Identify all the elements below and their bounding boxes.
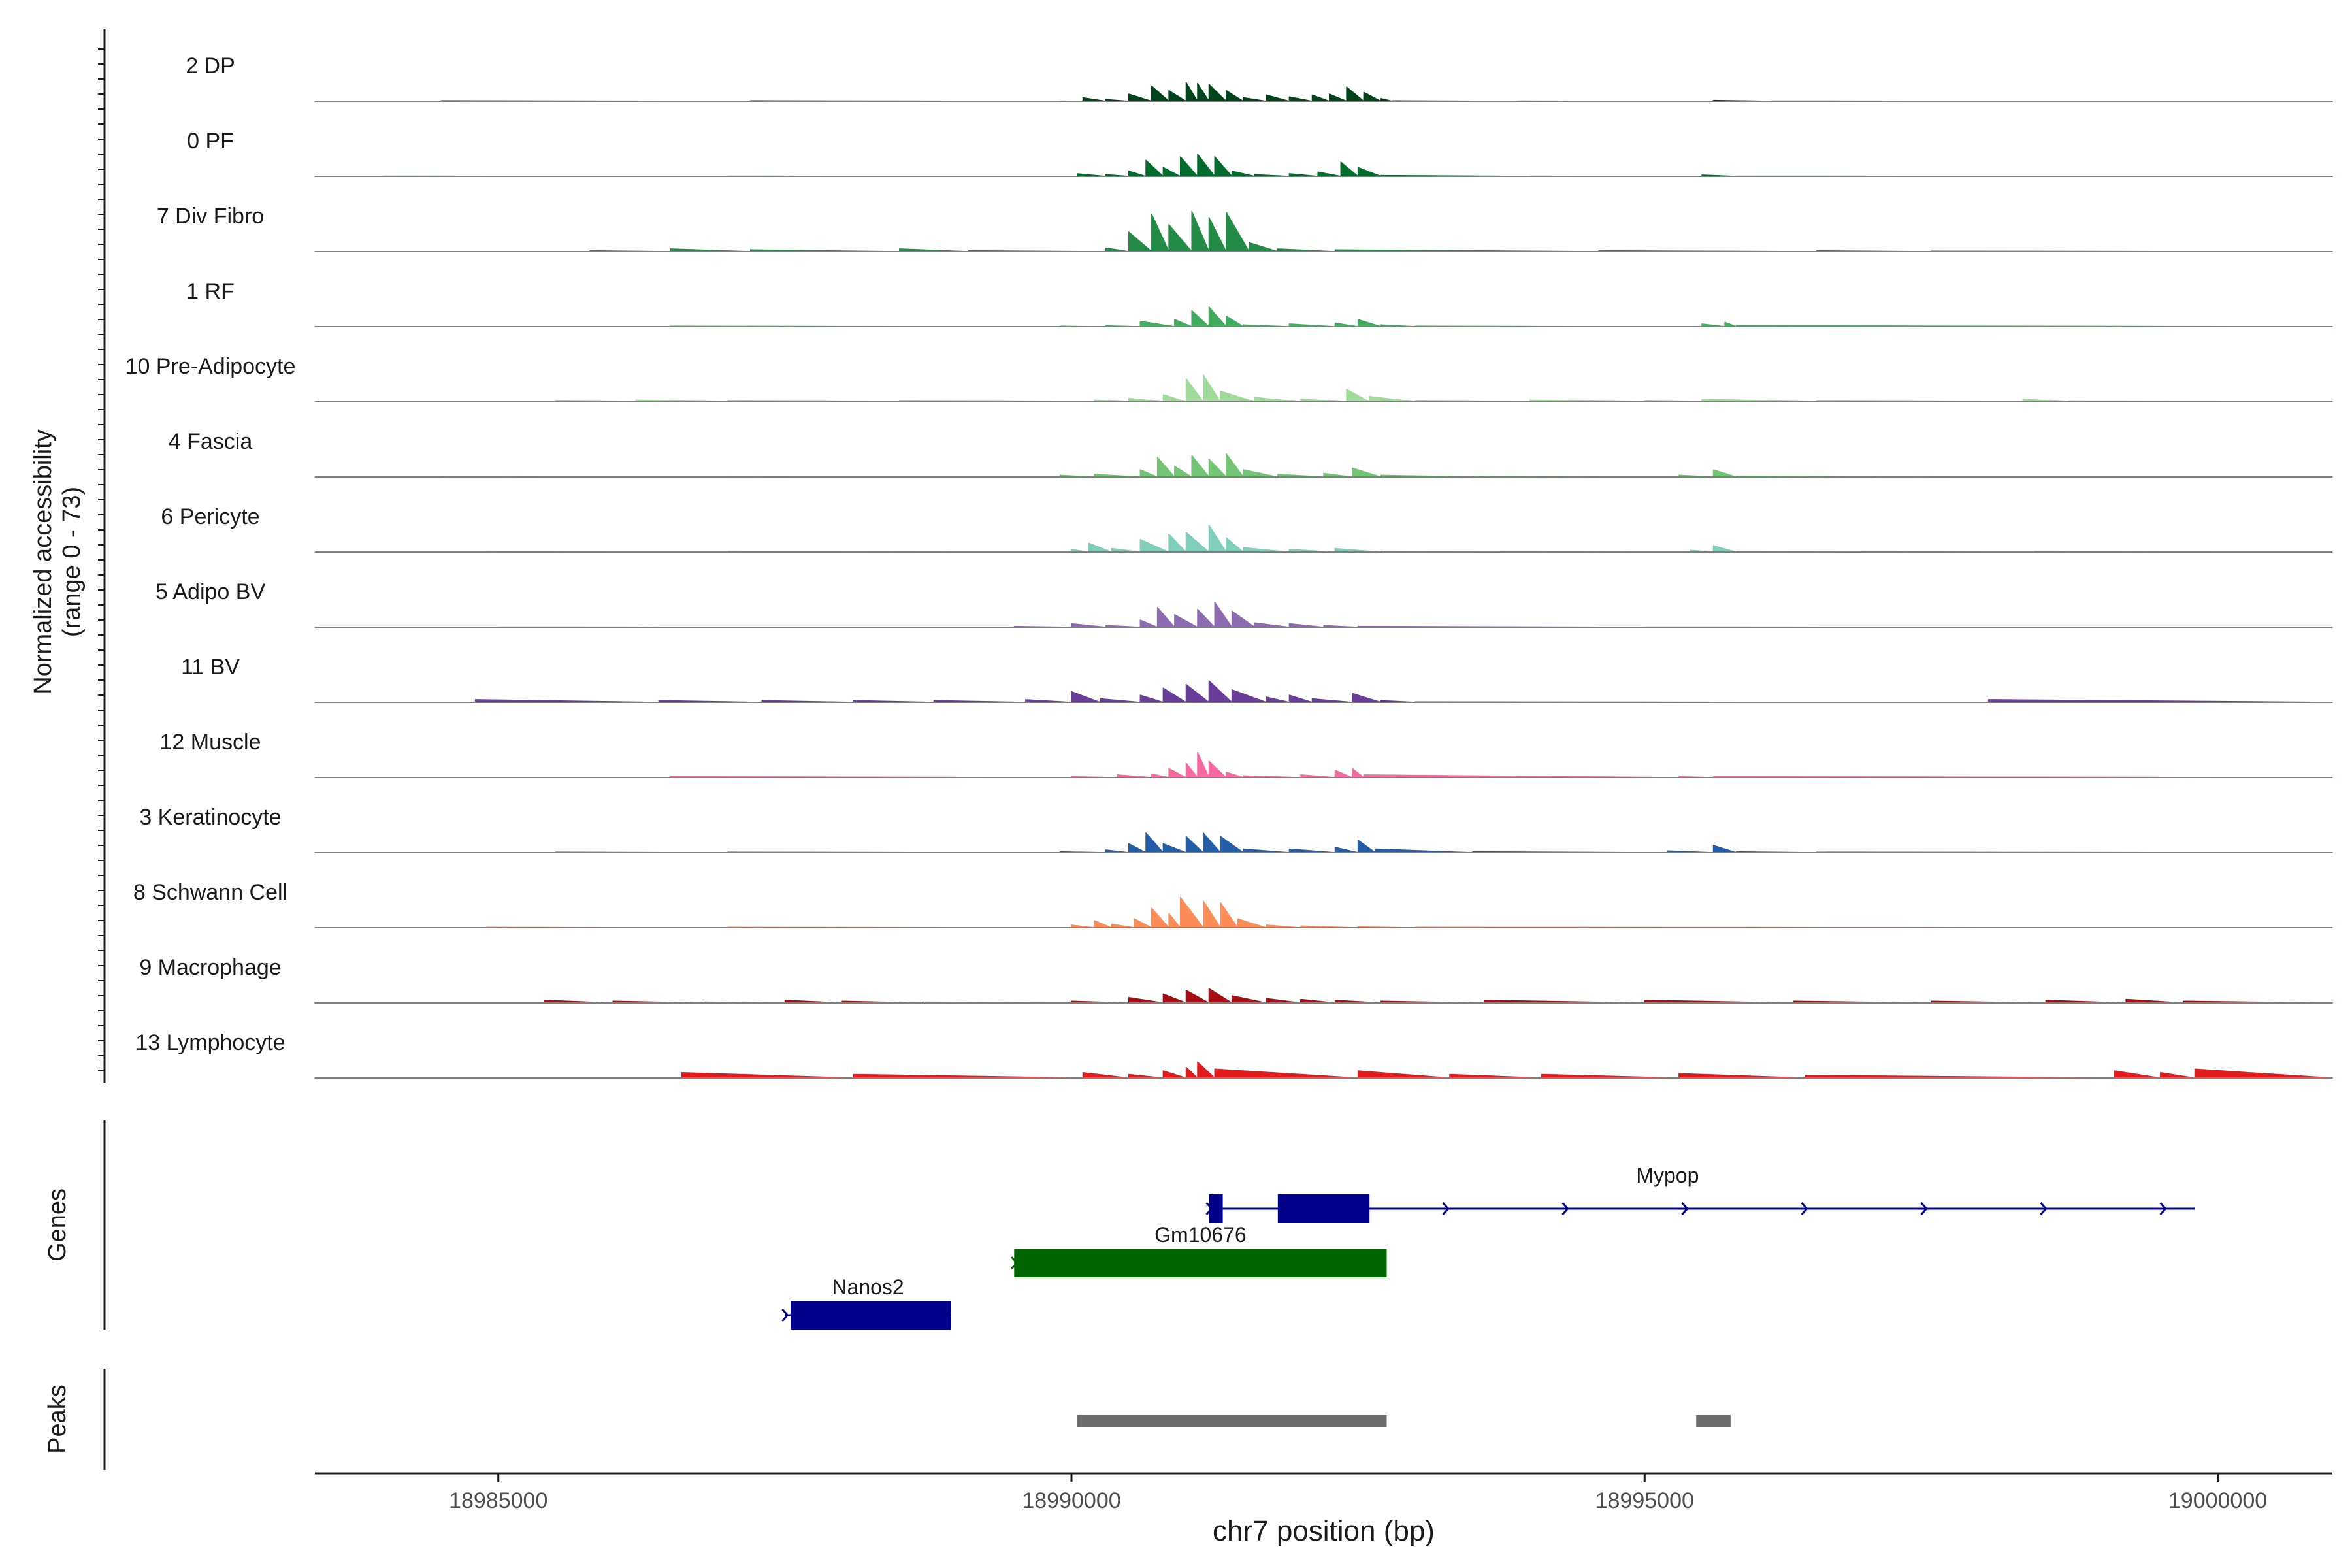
strand-arrow [1920,1202,1928,1215]
track-coverage-area [314,751,2333,778]
track-label: 11 BV [181,655,240,679]
peak-bar [1696,1415,1731,1427]
track-coverage-area [314,896,2333,928]
track-13: 13 Lymphocyte [135,1030,2333,1079]
x-axis-ticks: 18985000 18990000 18995000 19000000 [449,1473,2267,1513]
track-coverage-area [314,82,2333,102]
x-tick-label: 19000000 [2168,1488,2267,1513]
track-coverage-area [314,680,2333,703]
genes-track-label: Genes [44,1188,71,1262]
track-coverage-area [314,988,2333,1004]
gene-name-label: Nanos2 [832,1275,904,1299]
track-label: 0 PF [187,129,234,154]
strand-arrow [2040,1202,2048,1215]
strand-arrow [2159,1202,2167,1215]
genes-track: Genes Mypop Gm10676 Nanos2 [44,1120,2195,1330]
y-axis: Normalized accessibility (range 0 - 73) [29,29,106,1083]
gene-nanos2: Nanos2 [781,1275,951,1330]
y-axis-label-line1: Normalized accessibility [29,429,57,694]
track-7: 5 Adipo BV [155,580,2333,628]
gene-gm10676: Gm10676 [1011,1223,1387,1277]
track-8: 11 BV [181,655,2333,703]
track-label: 2 DP [186,54,235,78]
track-12: 9 Macrophage [139,955,2333,1004]
track-1: 0 PF [187,129,2333,177]
track-4: 10 Pre-Adipocyte [125,354,2333,402]
gene-models: Mypop Gm10676 Nanos2 [781,1164,2195,1330]
gene-exon [791,1301,951,1330]
track-6: 6 Pericyte [161,504,2333,553]
track-label: 3 Keratinocyte [139,805,281,830]
peaks-track-label: Peaks [44,1384,71,1454]
track-label: 9 Macrophage [139,955,281,980]
track-coverage-area [314,210,2333,252]
track-3: 1 RF [186,279,2333,327]
track-11: 8 Schwann Cell [133,880,2333,928]
track-label: 5 Adipo BV [155,580,266,604]
coverage-tracks: 2 DP 0 PF 7 Div Fibro 1 RF 10 Pre-Adipocyte 4… [125,54,2333,1079]
track-5: 4 Fascia [169,429,2333,478]
peak-bar [1077,1415,1387,1427]
track-coverage-area [314,832,2333,853]
x-tick-label: 18985000 [449,1488,547,1513]
track-2: 7 Div Fibro [157,204,2333,252]
track-10: 3 Keratinocyte [139,805,2333,853]
track-coverage-area [314,374,2333,402]
track-label: 12 Muscle [160,730,261,755]
gene-exon [1014,1249,1387,1277]
y-axis-ticks [98,48,105,1071]
tss-arrow [781,1309,789,1322]
track-label: 7 Div Fibro [157,204,264,229]
strand-arrow [1681,1202,1689,1215]
gene-exon [1277,1194,1370,1223]
track-coverage-area [314,601,2333,628]
track-label: 8 Schwann Cell [133,880,287,905]
track-label: 6 Pericyte [161,504,259,529]
x-tick-label: 18995000 [1595,1488,1694,1513]
track-label: 13 Lymphocyte [135,1030,285,1055]
track-coverage-area [314,306,2333,327]
gene-name-label: Mypop [1636,1164,1699,1187]
track-0: 2 DP [186,54,2333,102]
track-coverage-area [314,154,2333,177]
track-label: 4 Fascia [169,429,253,454]
strand-arrow [1561,1202,1569,1215]
x-axis-label: chr7 position (bp) [1213,1515,1435,1547]
peak-regions [1077,1415,1731,1427]
y-axis-label-line2: (range 0 - 73) [58,487,86,637]
x-axis: 18985000 18990000 18995000 19000000 chr7 po… [315,1472,2332,1547]
track-coverage-area [314,1061,2333,1079]
gene-mypop: Mypop [1205,1164,2195,1223]
strand-arrow [1442,1202,1450,1215]
track-label: 1 RF [186,279,235,304]
gene-exon [1209,1194,1223,1223]
track-coverage-area [314,525,2333,553]
strand-arrow [1801,1202,1808,1215]
track-9: 12 Muscle [160,730,2333,778]
peaks-track: Peaks [44,1369,1731,1470]
track-label: 10 Pre-Adipocyte [125,354,296,379]
gene-name-label: Gm10676 [1154,1223,1247,1247]
track-coverage-area [314,453,2333,478]
x-tick-label: 18990000 [1022,1488,1120,1513]
